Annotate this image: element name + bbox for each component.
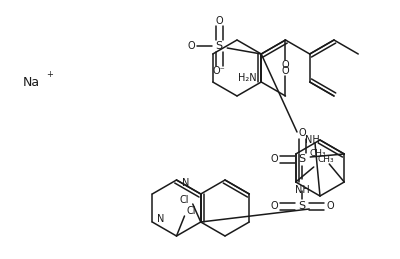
Text: NH: NH [295,185,310,195]
Text: S: S [299,154,306,164]
Text: O: O [216,16,223,26]
Text: O: O [282,60,289,70]
Text: Cl: Cl [179,195,189,205]
Text: CH₃: CH₃ [310,149,326,158]
Text: O: O [188,41,195,51]
Text: Cl: Cl [186,206,196,216]
Text: NH: NH [305,135,320,145]
Text: H₂N: H₂N [238,73,256,83]
Text: N: N [182,178,189,188]
Text: O: O [326,201,334,211]
Text: O: O [270,154,278,164]
Text: O: O [298,128,306,138]
Text: O: O [282,66,289,76]
Text: O⁻: O⁻ [213,66,226,76]
Text: N: N [157,214,165,224]
Text: S: S [299,201,306,211]
Text: Na: Na [23,76,40,89]
Text: +: + [46,69,53,78]
Text: S: S [216,41,223,51]
Text: CH₃: CH₃ [318,155,334,164]
Text: O: O [270,201,278,211]
